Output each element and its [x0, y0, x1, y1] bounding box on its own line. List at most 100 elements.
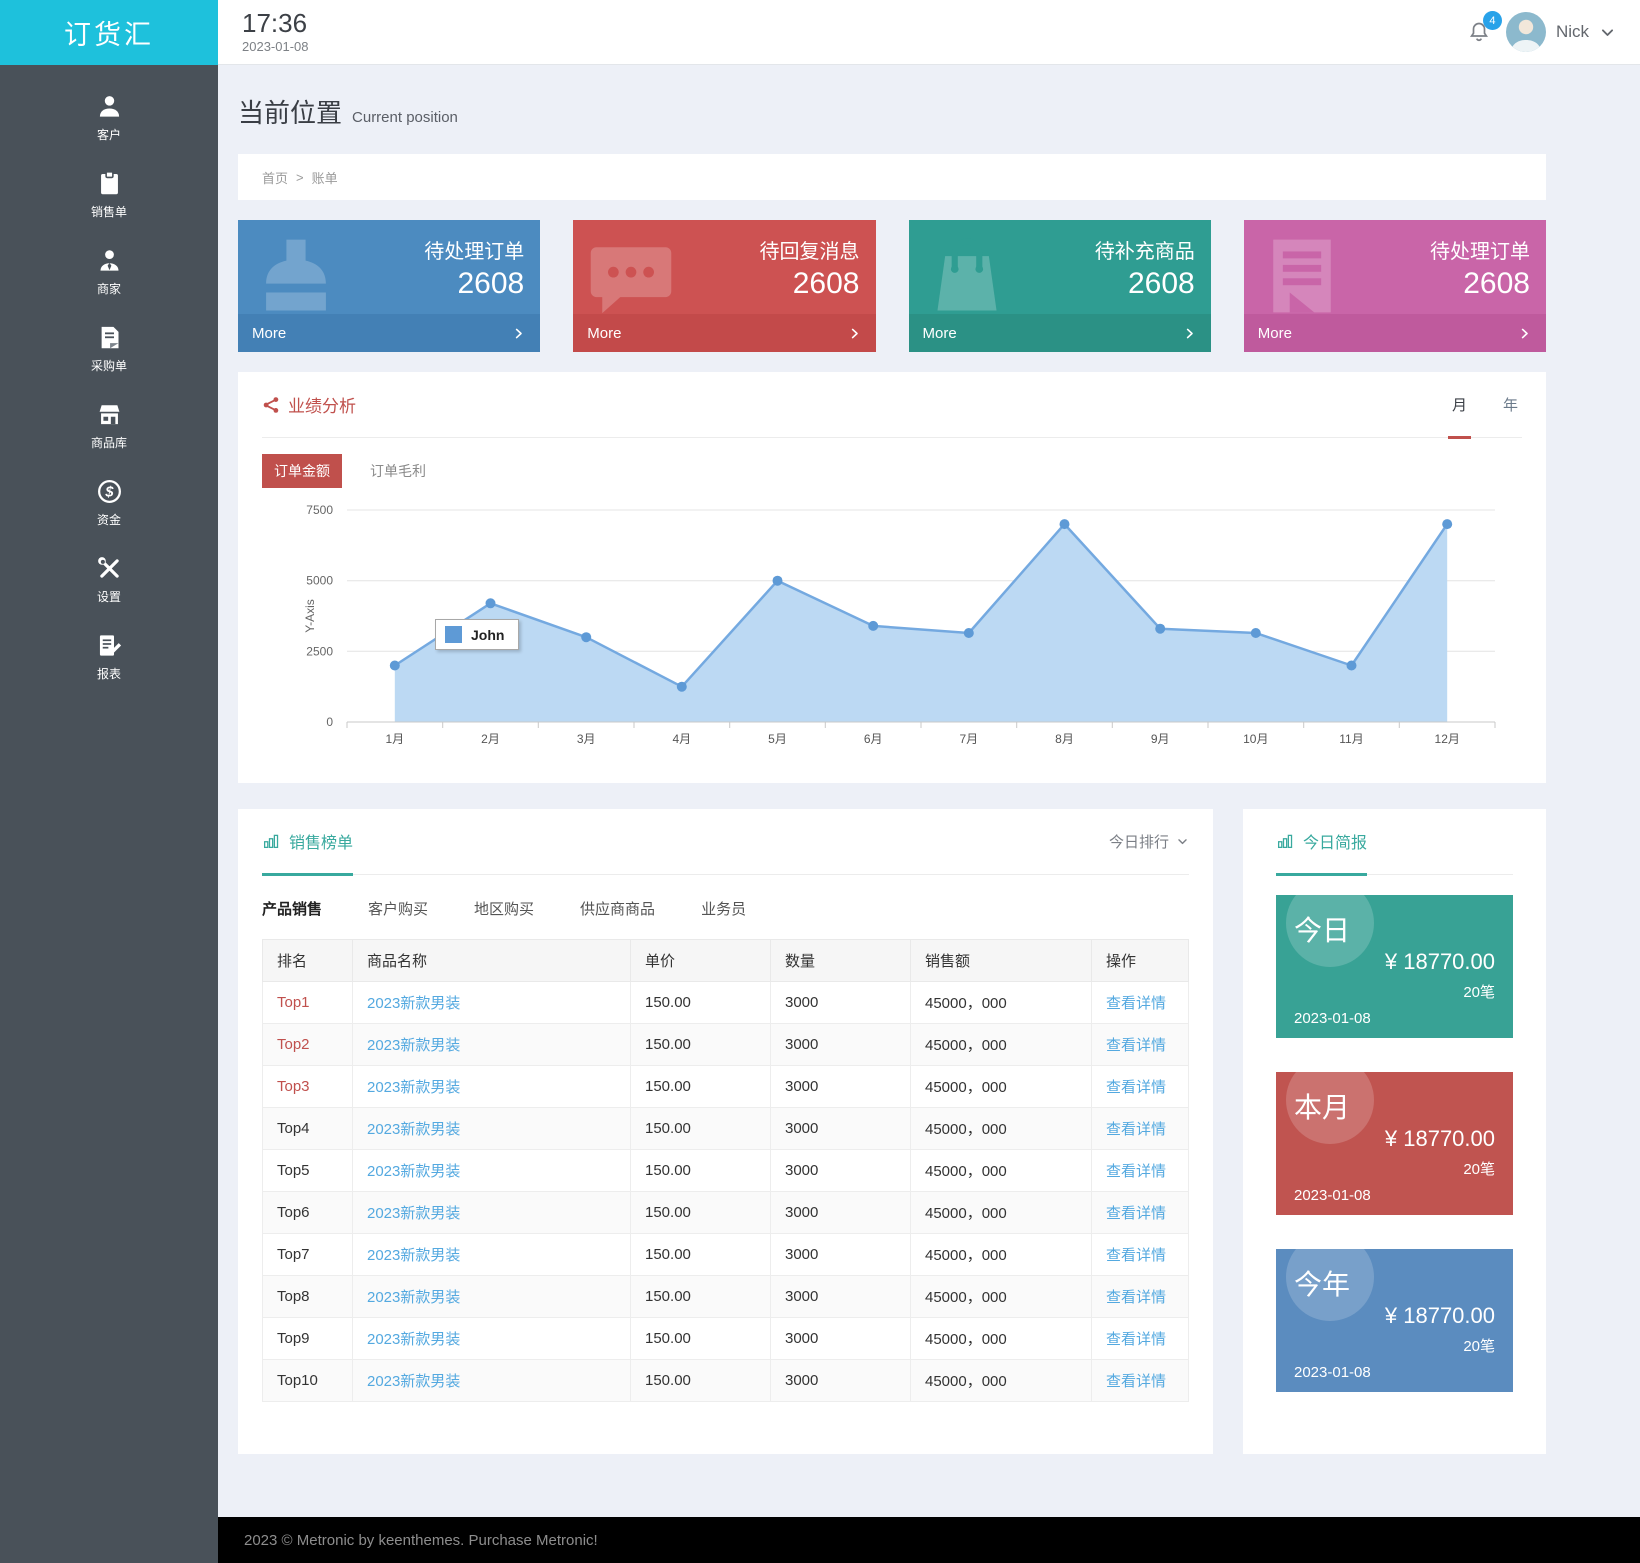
stat-card-more-link[interactable]: More — [573, 314, 876, 352]
product-link[interactable]: 2023新款男装 — [367, 1037, 461, 1054]
svg-text:2月: 2月 — [481, 732, 500, 746]
view-details-link[interactable]: 查看详情 — [1106, 1121, 1167, 1138]
svg-text:12月: 12月 — [1435, 732, 1460, 746]
price-cell: 150.00 — [630, 981, 771, 1024]
sales-tab[interactable]: 产品销售 — [262, 901, 323, 918]
view-details-link[interactable]: 查看详情 — [1106, 1289, 1167, 1306]
series-tabs: 订单金额 订单毛利 — [262, 454, 1522, 488]
rank-filter-dropdown[interactable]: 今日排行 — [1109, 809, 1189, 874]
decor-circle — [1286, 1072, 1374, 1144]
sidebar-item[interactable]: 商品库 — [0, 387, 218, 464]
period-tab[interactable]: 年 — [1502, 396, 1518, 414]
sidebar-item[interactable]: 商家 — [0, 233, 218, 310]
product-link[interactable]: 2023新款男装 — [367, 1331, 461, 1348]
stat-card-more-link[interactable]: More — [908, 314, 1211, 352]
breadcrumb-current: 账单 — [311, 170, 338, 186]
product-link[interactable]: 2023新款男装 — [367, 1079, 461, 1096]
page-title: 当前位置 — [238, 98, 343, 128]
product-link[interactable]: 2023新款男装 — [367, 995, 461, 1012]
stat-card-title: 待处理订单 — [1430, 241, 1530, 263]
action-cell: 查看详情 — [1091, 1317, 1189, 1360]
rank-filter-label: 今日排行 — [1108, 834, 1169, 851]
series-tab[interactable]: 订单金额 — [262, 454, 342, 488]
product-name-cell: 2023新款男装 — [352, 1065, 631, 1108]
briefing-order-count: 20笔 — [1463, 1161, 1495, 1178]
breadcrumb-separator: > — [296, 169, 304, 185]
svg-text:7500: 7500 — [306, 503, 333, 517]
sales-tabs: 产品销售 客户购买 地区购买 供应商商品 业务员 — [262, 898, 1189, 919]
table-row: Top3 2023新款男装 150.00 3000 45000，000 查看详情 — [262, 1065, 1189, 1108]
price-cell: 150.00 — [630, 1149, 771, 1192]
product-link[interactable]: 2023新款男装 — [367, 1289, 461, 1306]
main-content: 当前位置 Current position 首页 > 账单 待处理订单 2608… — [218, 65, 1640, 1517]
price-cell: 150.00 — [630, 1107, 771, 1150]
amount-cell: 45000，000 — [910, 1191, 1092, 1234]
table-header-cell: 操作 — [1091, 939, 1189, 982]
sales-title: 销售榜单 — [289, 835, 354, 852]
view-details-link[interactable]: 查看详情 — [1106, 1079, 1167, 1096]
table-row: Top8 2023新款男装 150.00 3000 45000，000 查看详情 — [262, 1275, 1189, 1318]
briefing-order-count: 20笔 — [1463, 1338, 1495, 1355]
svg-text:5月: 5月 — [768, 732, 787, 746]
product-name-cell: 2023新款男装 — [352, 1107, 631, 1150]
amount-cell: 45000，000 — [910, 1149, 1092, 1192]
view-details-link[interactable]: 查看详情 — [1106, 995, 1167, 1012]
product-link[interactable]: 2023新款男装 — [367, 1121, 461, 1138]
briefing-order-count: 20笔 — [1463, 984, 1495, 1001]
view-details-link[interactable]: 查看详情 — [1106, 1037, 1167, 1054]
current-time: 17:36 — [242, 7, 308, 38]
product-link[interactable]: 2023新款男装 — [367, 1205, 461, 1222]
amount-cell: 45000，000 — [910, 1359, 1092, 1402]
product-link[interactable]: 2023新款男装 — [367, 1163, 461, 1180]
action-cell: 查看详情 — [1091, 1107, 1189, 1150]
product-link[interactable]: 2023新款男装 — [367, 1373, 461, 1390]
sales-tab[interactable]: 业务员 — [701, 901, 747, 918]
period-tab[interactable]: 月 — [1447, 372, 1471, 439]
sidebar-item-label: 采购单 — [90, 358, 127, 373]
user-menu[interactable]: Nick — [1505, 12, 1616, 52]
view-details-link[interactable]: 查看详情 — [1106, 1163, 1167, 1180]
sidebar-item[interactable]: 设置 — [0, 541, 218, 618]
action-cell: 查看详情 — [1091, 1359, 1189, 1402]
product-link[interactable]: 2023新款男装 — [367, 1247, 461, 1264]
product-name-cell: 2023新款男装 — [352, 1359, 631, 1402]
view-details-link[interactable]: 查看详情 — [1106, 1205, 1167, 1222]
sales-tab[interactable]: 地区购买 — [474, 901, 535, 918]
sidebar-item[interactable]: 销售单 — [0, 156, 218, 233]
more-label: More — [252, 324, 287, 342]
sidebar-item[interactable]: $ 资金 — [0, 464, 218, 541]
sales-tab[interactable]: 供应商商品 — [580, 901, 656, 918]
table-header-cell: 销售额 — [910, 939, 1092, 982]
sidebar-item[interactable]: 客户 — [0, 79, 218, 156]
footer: 2023 © Metronic by keenthemes. Purchase … — [218, 1517, 1640, 1563]
price-cell: 150.00 — [630, 1191, 771, 1234]
sidebar-item[interactable]: 采购单 — [0, 310, 218, 387]
view-details-link[interactable]: 查看详情 — [1106, 1331, 1167, 1348]
view-details-link[interactable]: 查看详情 — [1106, 1247, 1167, 1264]
price-cell: 150.00 — [630, 1065, 771, 1108]
sidebar-item[interactable]: 报表 — [0, 618, 218, 695]
stat-card-more-link[interactable]: More — [1243, 314, 1546, 352]
svg-text:1月: 1月 — [385, 732, 404, 746]
notifications-button[interactable]: 4 — [1467, 11, 1502, 44]
price-cell: 150.00 — [630, 1023, 771, 1066]
series-tab[interactable]: 订单毛利 — [370, 463, 426, 479]
sidebar: 订货汇 客户 销售单 商家 采购单 商品库 $ 资金 — [0, 0, 218, 1563]
price-cell: 150.00 — [630, 1317, 771, 1360]
sales-tab[interactable]: 客户购买 — [368, 901, 429, 918]
chevron-right-icon — [1517, 326, 1532, 341]
briefing-amount: ¥ 18770.00 — [1384, 949, 1495, 974]
stamp-icon — [250, 230, 342, 314]
stat-card-more-link[interactable]: More — [238, 314, 541, 352]
performance-title: 业绩分析 — [288, 397, 356, 416]
bubble-icon — [585, 230, 677, 314]
svg-text:8月: 8月 — [1055, 732, 1074, 746]
more-label: More — [587, 324, 622, 342]
sales-ranking-panel: 销售榜单 今日排行 产品销售 客户购买 地区购买 供应商商品 业务员 — [238, 809, 1213, 1454]
view-details-link[interactable]: 查看详情 — [1106, 1373, 1167, 1390]
product-name-cell: 2023新款男装 — [352, 1275, 631, 1318]
chevron-right-icon — [1182, 326, 1197, 341]
breadcrumb-home[interactable]: 首页 — [262, 170, 289, 186]
stat-card-value: 2608 — [792, 267, 860, 300]
